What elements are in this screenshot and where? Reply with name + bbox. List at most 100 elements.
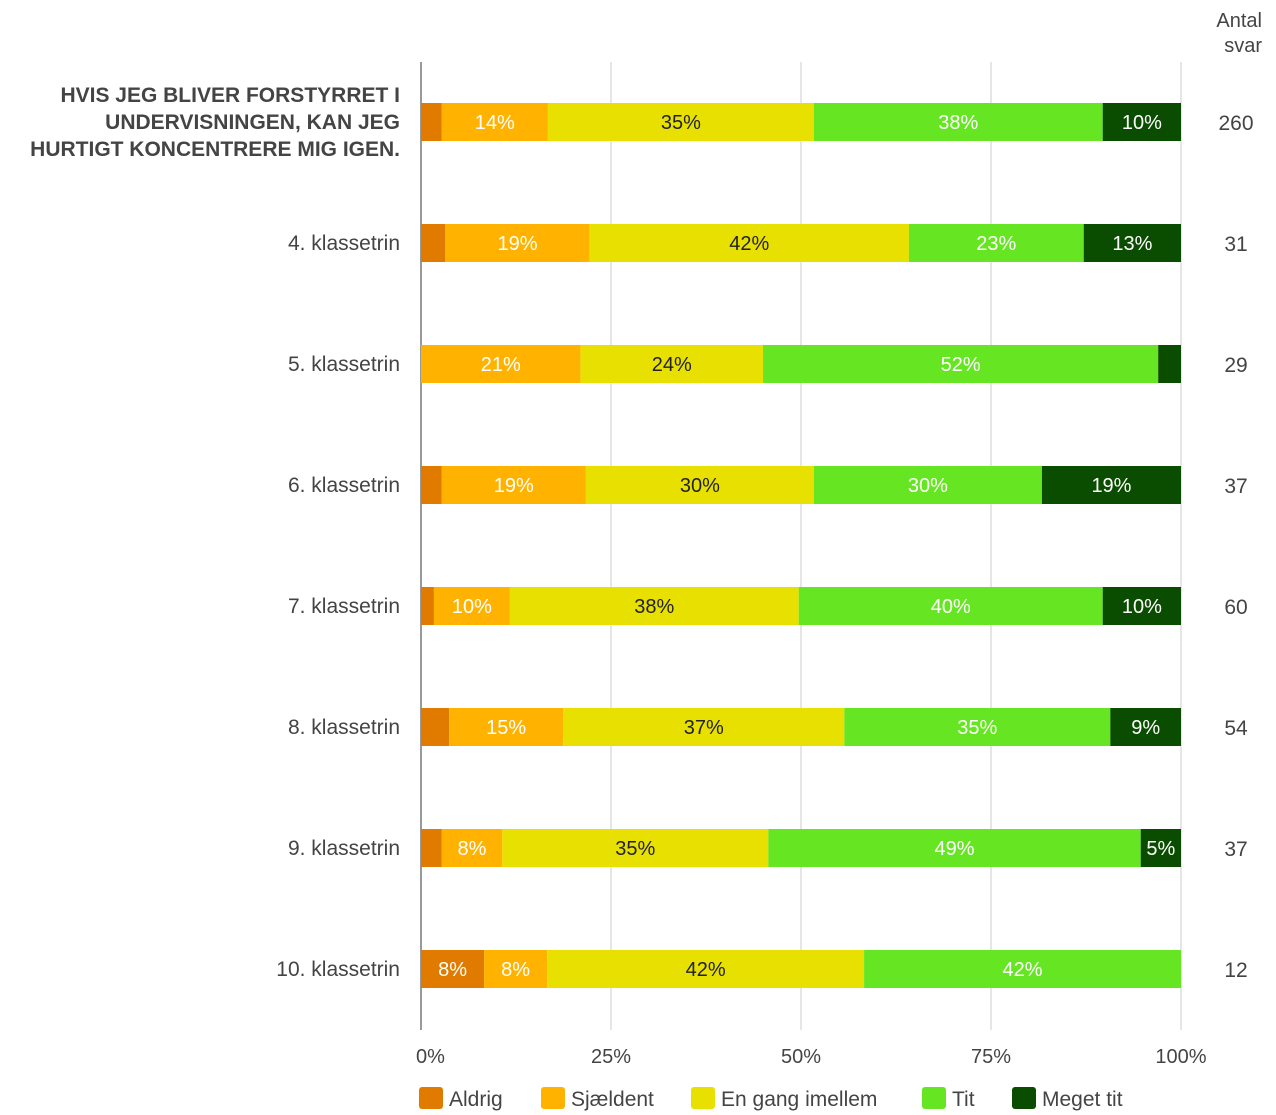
bar-segment: [441, 466, 586, 504]
data-label: 52%: [941, 354, 981, 376]
count-header-label: Antal: [1216, 10, 1262, 32]
bar-segment: [585, 466, 814, 504]
bar-segment: [1110, 708, 1181, 746]
data-label: 10%: [452, 596, 492, 618]
bar-segment: [547, 103, 814, 141]
bar-segment: [1102, 103, 1181, 141]
data-label: 19%: [494, 475, 534, 497]
data-label: 35%: [615, 838, 655, 860]
bar-segment: [763, 345, 1159, 383]
bars: 14% 35% 38% 10% 19% 42% 23% 13% 21% 24% 52% 19% 30% 3…: [421, 103, 1181, 988]
bar-segment: [1102, 587, 1181, 625]
bar-segment: [441, 103, 548, 141]
data-label: 35%: [661, 112, 701, 134]
data-label: 19%: [498, 233, 538, 255]
bar-segment: [1083, 224, 1181, 262]
bar-segment: [768, 829, 1141, 867]
count-label: 12: [1224, 959, 1247, 982]
count-label: 31: [1224, 233, 1247, 256]
count-header-label: svar: [1224, 35, 1262, 57]
count-label: 37: [1224, 838, 1247, 861]
bar-segment: [509, 587, 799, 625]
bar-segment: [589, 224, 909, 262]
category-label: 5. klassetrin: [288, 353, 400, 376]
bar-segment: [421, 466, 442, 504]
data-label: 24%: [652, 354, 692, 376]
bar-segment: [563, 708, 845, 746]
category-label: 7. klassetrin: [288, 595, 400, 618]
bar-segment: [421, 224, 446, 262]
bar-segment: [864, 950, 1181, 988]
bar-segment: [813, 466, 1042, 504]
bar-segment: [421, 708, 450, 746]
count-label: 29: [1224, 354, 1247, 377]
bar-segment: [1140, 829, 1181, 867]
data-label: 21%: [481, 354, 521, 376]
bar-segment: [421, 950, 485, 988]
data-label: 38%: [634, 596, 674, 618]
data-label: 15%: [486, 717, 526, 739]
bar-segment: [421, 587, 434, 625]
data-label: 9%: [1131, 717, 1160, 739]
data-label: 14%: [475, 112, 515, 134]
data-label: 8%: [438, 959, 467, 981]
category-label: 9. klassetrin: [288, 837, 400, 860]
category-label: 8. klassetrin: [288, 716, 400, 739]
count-label: 37: [1224, 475, 1247, 498]
data-label: 37%: [684, 717, 724, 739]
legend-swatch: [922, 1087, 946, 1109]
category-label: 10. klassetrin: [276, 958, 400, 981]
category-label: HVIS JEG BLIVER FORSTYRRET I UNDERVISNING…: [30, 84, 400, 161]
bar-segment: [449, 708, 564, 746]
bar-segment: [580, 345, 763, 383]
bar-segment: [445, 224, 590, 262]
count-label: 60: [1224, 596, 1247, 619]
legend-label: Tit: [952, 1088, 975, 1111]
legend-label: En gang imellem: [721, 1088, 877, 1111]
grid-lines: [420, 62, 1182, 1030]
count-label: 260: [1218, 112, 1253, 135]
data-label: 40%: [931, 596, 971, 618]
bar-segment: [908, 224, 1084, 262]
bar-segment: [484, 950, 548, 988]
bar-segment: [813, 103, 1103, 141]
legend-swatch: [691, 1087, 715, 1109]
data-label: 49%: [935, 838, 975, 860]
bar-segment: [441, 829, 503, 867]
x-tick-label: 50%: [781, 1046, 821, 1068]
bar-segment: [798, 587, 1103, 625]
bar-segment: [502, 829, 769, 867]
legend-label: Sjældent: [571, 1088, 654, 1111]
data-label: 42%: [729, 233, 769, 255]
legend-swatch: [541, 1087, 565, 1109]
x-tick-label: 100%: [1155, 1046, 1206, 1068]
x-tick-label: 25%: [591, 1046, 631, 1068]
category-labels: HVIS JEG BLIVER FORSTYRRET I UNDERVISNING…: [30, 84, 400, 981]
data-label: 30%: [908, 475, 948, 497]
data-label: 13%: [1112, 233, 1152, 255]
bar-segment: [844, 708, 1111, 746]
data-label: 8%: [501, 959, 530, 981]
legend: Aldrig Sjældent En gang imellem Tit Meget ti…: [419, 1087, 1123, 1111]
x-axis-ticks: 0% 25% 50% 75% 100%: [416, 1046, 1207, 1068]
category-label: 4. klassetrin: [288, 232, 400, 255]
data-label: 5%: [1146, 838, 1175, 860]
count-header: Antal svar: [1216, 10, 1262, 57]
legend-swatch: [419, 1087, 443, 1109]
data-label: 42%: [1003, 959, 1043, 981]
count-label: 54: [1224, 717, 1248, 740]
count-labels: 260 31 29 37 60 54 37 12: [1218, 112, 1253, 982]
bar-segment: [433, 587, 510, 625]
data-label: 38%: [938, 112, 978, 134]
x-tick-label: 0%: [416, 1046, 445, 1068]
data-label: 23%: [976, 233, 1016, 255]
bar-segment: [547, 950, 865, 988]
bar-segment: [421, 345, 581, 383]
x-tick-label: 75%: [971, 1046, 1011, 1068]
bar-segment: [421, 829, 442, 867]
data-label: 10%: [1122, 112, 1162, 134]
legend-label: Meget tit: [1042, 1088, 1123, 1111]
data-label: 8%: [457, 838, 486, 860]
bar-segment: [421, 103, 442, 141]
